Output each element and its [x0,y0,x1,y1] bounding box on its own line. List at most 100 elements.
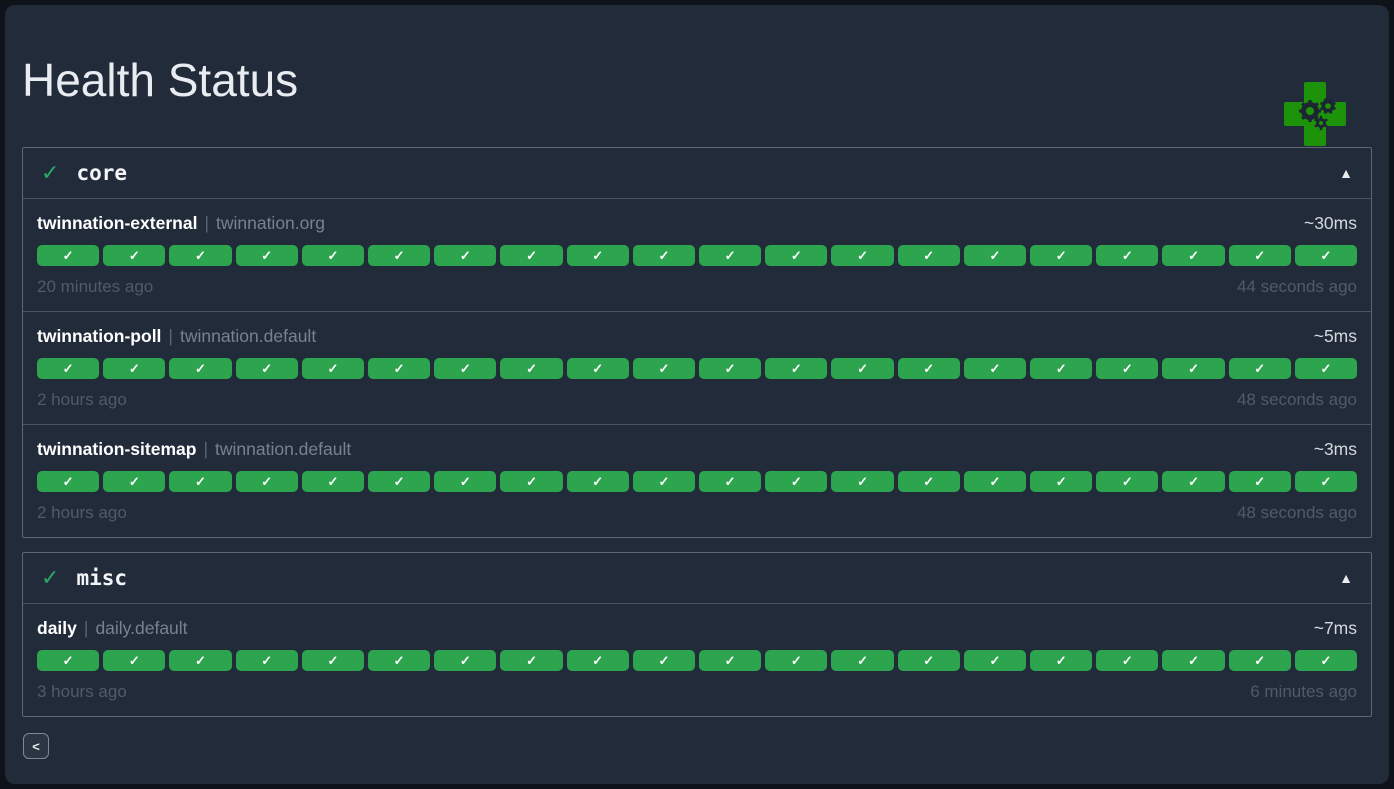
check-icon: ✓ [128,473,140,489]
check-pill[interactable]: ✓ [169,471,232,492]
check-pill[interactable]: ✓ [1294,245,1358,266]
service-name[interactable]: twinnation-poll [37,326,162,346]
check-pill[interactable]: ✓ [301,245,365,266]
check-pill[interactable]: ✓ [1096,358,1159,379]
check-pill[interactable]: ✓ [103,650,166,671]
check-pill[interactable]: ✓ [897,471,960,492]
check-pill[interactable]: ✓ [169,358,232,379]
check-pill[interactable]: ✓ [1294,358,1358,379]
check-pill[interactable]: ✓ [169,245,232,266]
check-icon: ✓ [724,360,736,376]
check-pill[interactable]: ✓ [699,358,762,379]
check-pill[interactable]: ✓ [368,358,431,379]
check-pill[interactable]: ✓ [1096,245,1159,266]
check-pill[interactable]: ✓ [1030,471,1093,492]
check-pill[interactable]: ✓ [963,471,1027,492]
check-pill[interactable]: ✓ [434,471,497,492]
check-pill[interactable]: ✓ [37,245,100,266]
check-pill[interactable]: ✓ [1228,245,1291,266]
check-pill[interactable]: ✓ [566,471,629,492]
check-pill[interactable]: ✓ [566,358,629,379]
check-pill[interactable]: ✓ [1162,245,1225,266]
check-pill[interactable]: ✓ [699,245,762,266]
check-pill[interactable]: ✓ [1162,471,1225,492]
check-pill[interactable]: ✓ [632,358,696,379]
check-pill[interactable]: ✓ [1096,471,1159,492]
check-pill[interactable]: ✓ [37,650,100,671]
service-name[interactable]: twinnation-sitemap [37,439,197,459]
back-button[interactable]: < [23,733,49,759]
check-pill[interactable]: ✓ [699,650,762,671]
check-pill[interactable]: ✓ [831,471,894,492]
check-pill[interactable]: ✓ [765,358,828,379]
check-icon: ✓ [790,473,802,489]
check-pill[interactable]: ✓ [831,245,894,266]
check-pill[interactable]: ✓ [632,650,696,671]
uptime-bar: ✓ ✓ ✓ ✓ ✓ ✓ ✓ ✓ ✓ ✓ ✓ ✓ ✓ ✓ ✓ ✓ ✓ ✓ ✓ ✓ [37,471,1358,492]
check-pill[interactable]: ✓ [566,650,629,671]
check-pill[interactable]: ✓ [897,358,960,379]
check-icon: ✓ [989,247,1001,263]
check-pill[interactable]: ✓ [235,650,298,671]
check-pill[interactable]: ✓ [765,471,828,492]
check-icon: ✓ [459,247,471,263]
check-pill[interactable]: ✓ [500,471,563,492]
check-pill[interactable]: ✓ [897,650,960,671]
check-pill[interactable]: ✓ [368,245,431,266]
service-name[interactable]: twinnation-external [37,213,198,233]
check-icon: ✓ [1121,360,1133,376]
check-pill[interactable]: ✓ [1228,471,1291,492]
check-pill[interactable]: ✓ [1294,471,1358,492]
check-pill[interactable]: ✓ [368,471,431,492]
check-pill[interactable]: ✓ [169,650,232,671]
group-header[interactable]: ✓ misc ▲ [23,553,1371,604]
check-pill[interactable]: ✓ [1294,650,1358,671]
check-pill[interactable]: ✓ [1228,650,1291,671]
check-pill[interactable]: ✓ [434,650,497,671]
check-pill[interactable]: ✓ [103,245,166,266]
service-name[interactable]: daily [37,618,77,638]
check-pill[interactable]: ✓ [1228,358,1291,379]
check-pill[interactable]: ✓ [1030,650,1093,671]
check-pill[interactable]: ✓ [500,358,563,379]
check-pill[interactable]: ✓ [1162,650,1225,671]
check-pill[interactable]: ✓ [434,358,497,379]
check-pill[interactable]: ✓ [897,245,960,266]
check-pill[interactable]: ✓ [235,358,298,379]
check-icon: ✓ [658,247,670,263]
check-pill[interactable]: ✓ [301,650,365,671]
check-pill[interactable]: ✓ [831,358,894,379]
check-pill[interactable]: ✓ [235,471,298,492]
check-pill[interactable]: ✓ [1030,245,1093,266]
check-pill[interactable]: ✓ [963,245,1027,266]
check-pill[interactable]: ✓ [37,358,100,379]
check-pill[interactable]: ✓ [103,358,166,379]
group-header[interactable]: ✓ core ▲ [23,148,1371,199]
check-pill[interactable]: ✓ [765,650,828,671]
check-pill[interactable]: ✓ [765,245,828,266]
check-pill[interactable]: ✓ [301,358,365,379]
check-pill[interactable]: ✓ [632,471,696,492]
check-pill[interactable]: ✓ [37,471,100,492]
check-pill[interactable]: ✓ [1096,650,1159,671]
check-pill[interactable]: ✓ [963,358,1027,379]
check-pill[interactable]: ✓ [1162,358,1225,379]
check-icon: ✓ [592,360,604,376]
check-pill[interactable]: ✓ [500,245,563,266]
check-pill[interactable]: ✓ [831,650,894,671]
check-pill[interactable]: ✓ [434,245,497,266]
check-pill[interactable]: ✓ [566,245,629,266]
check-pill[interactable]: ✓ [368,650,431,671]
check-pill[interactable]: ✓ [699,471,762,492]
uptime-bar: ✓ ✓ ✓ ✓ ✓ ✓ ✓ ✓ ✓ ✓ ✓ ✓ ✓ ✓ ✓ ✓ ✓ ✓ ✓ ✓ [37,358,1358,379]
service-group: ✓ misc ▲ daily | daily.default ~7ms ✓ ✓ ✓ ✓… [22,552,1372,717]
check-pill[interactable]: ✓ [235,245,298,266]
check-pill[interactable]: ✓ [632,245,696,266]
check-pill[interactable]: ✓ [963,650,1027,671]
check-icon: ✓ [327,360,339,376]
check-pill[interactable]: ✓ [103,471,166,492]
timestamps-line: 3 hours ago 6 minutes ago [37,681,1357,702]
check-pill[interactable]: ✓ [500,650,563,671]
check-pill[interactable]: ✓ [1030,358,1093,379]
check-pill[interactable]: ✓ [301,471,365,492]
